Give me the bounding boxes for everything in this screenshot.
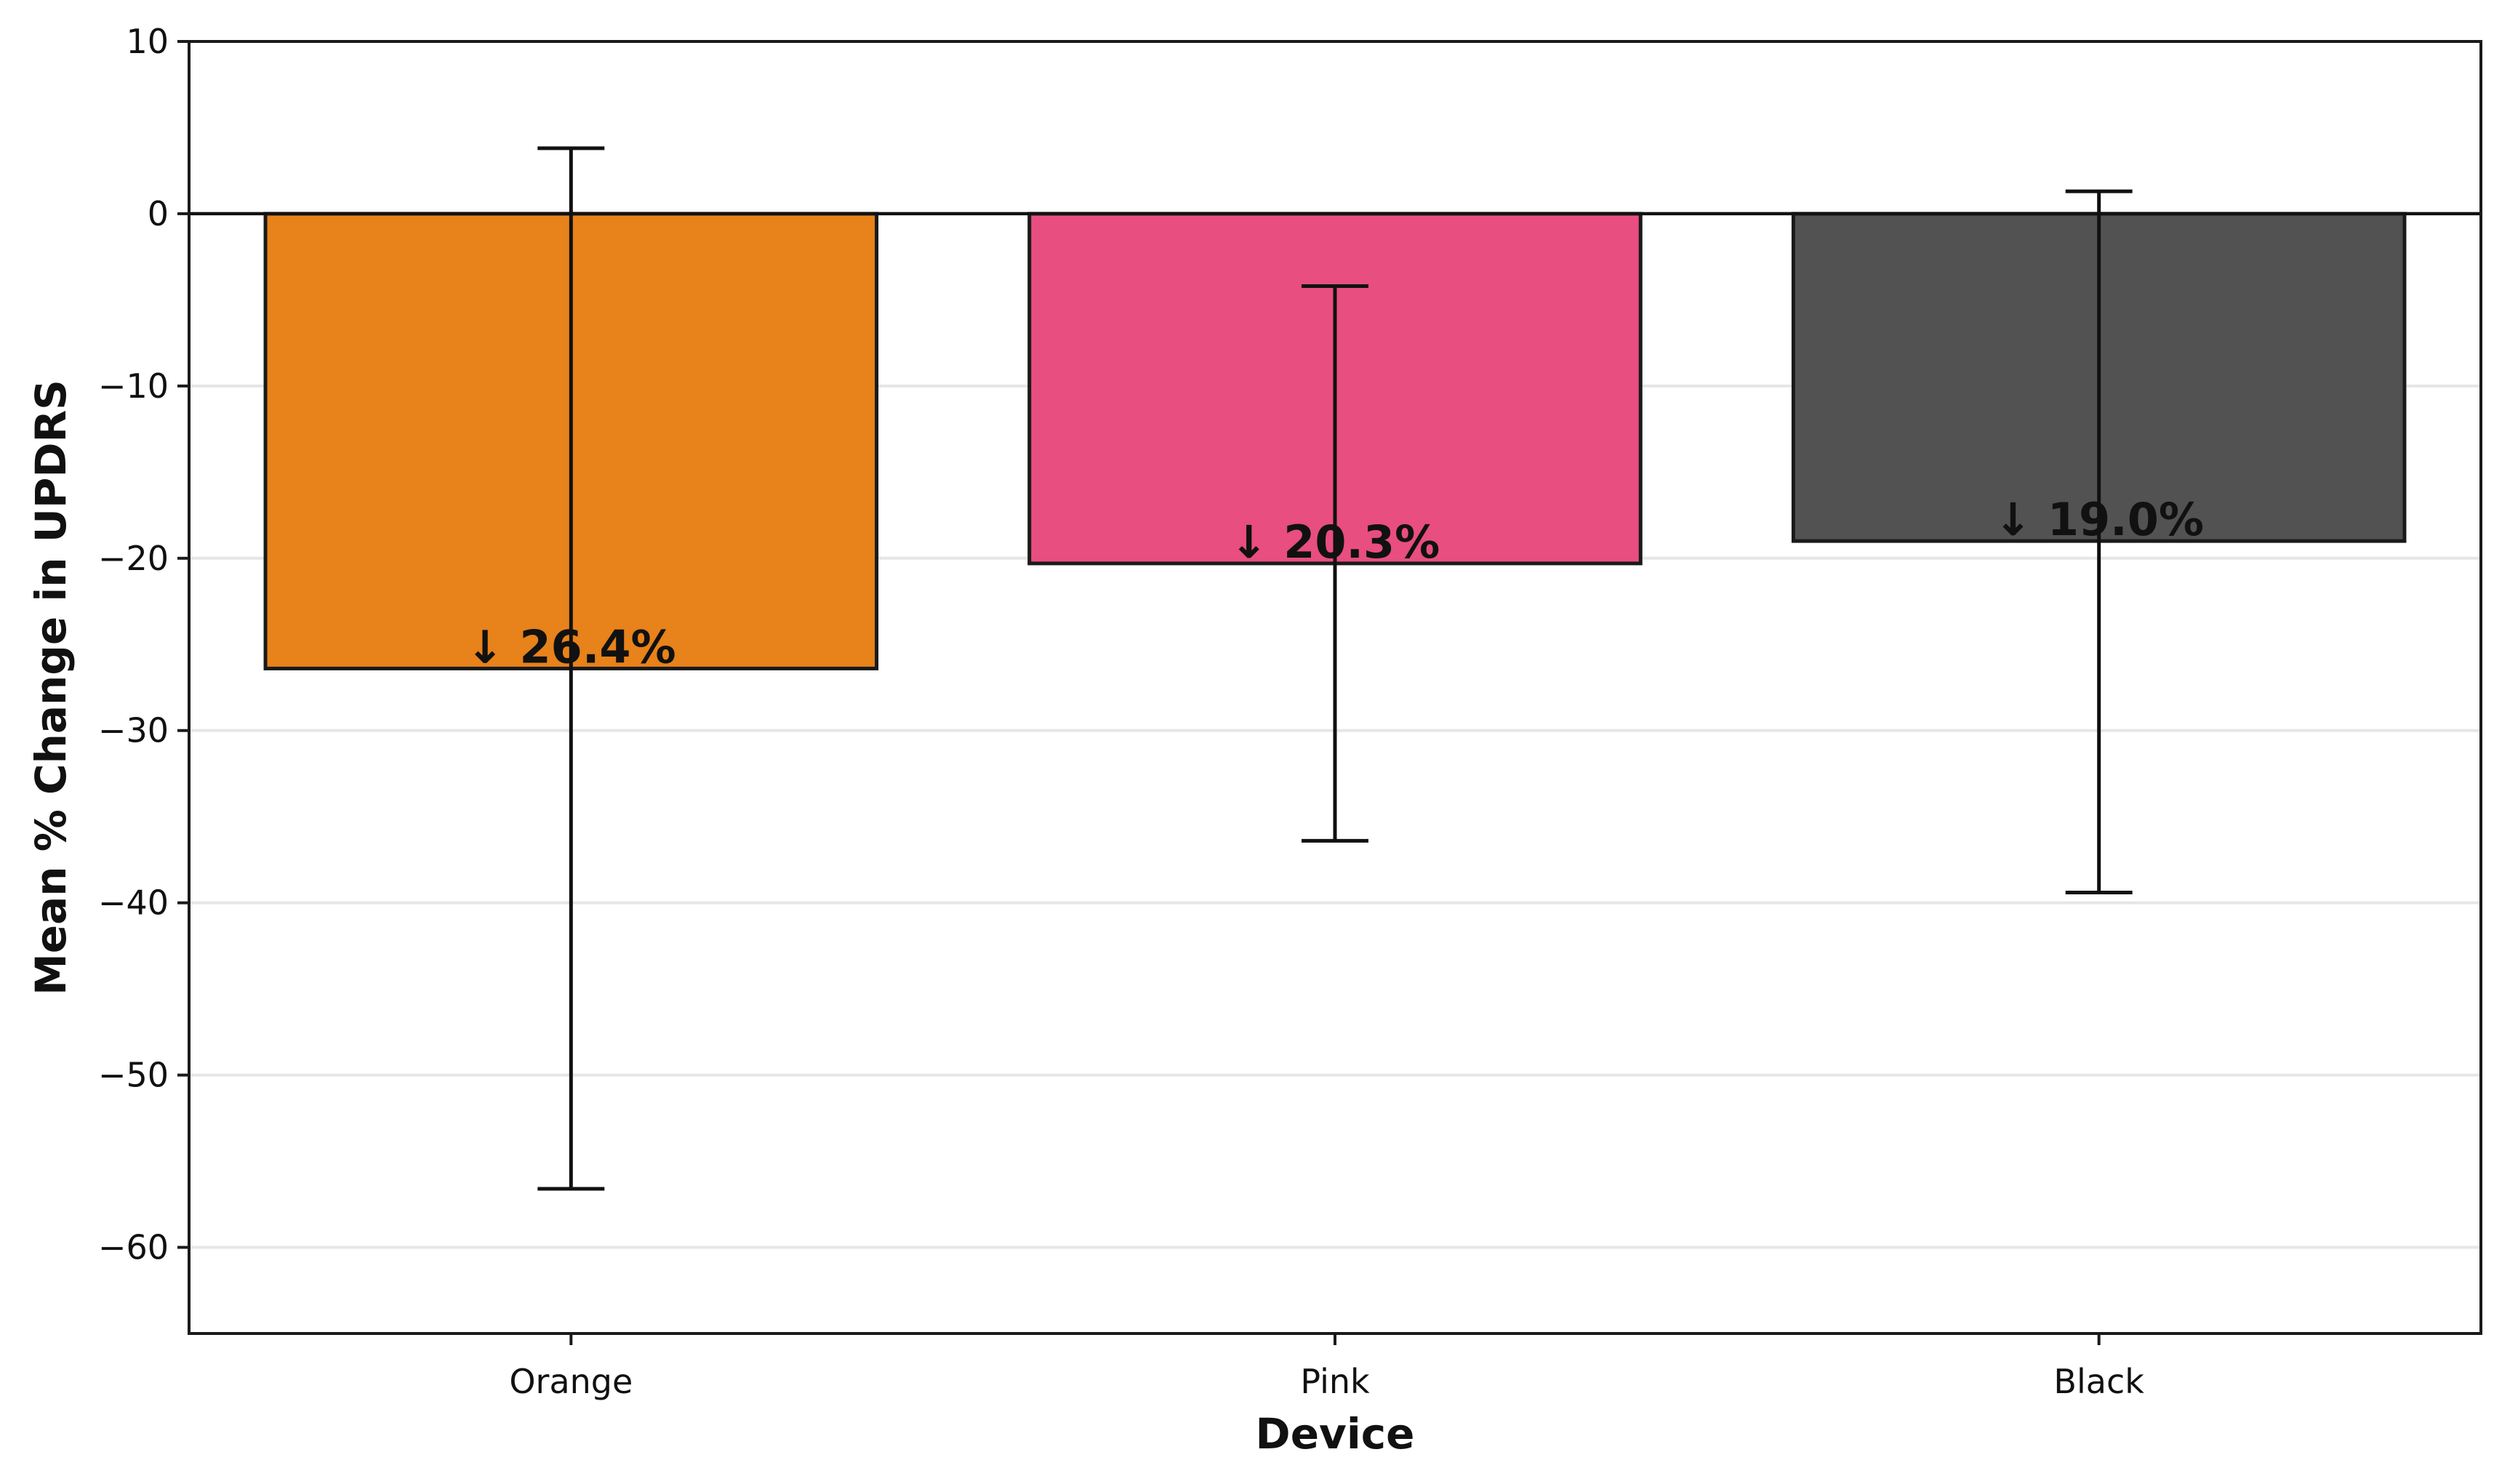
value-label-pink: ↓ 20.3% (1230, 516, 1440, 569)
y-tick-label: −10 (98, 366, 169, 406)
x-axis-ticks: Orange Pink Black (509, 1333, 2144, 1401)
error-bars (537, 146, 2133, 1191)
y-tick-label: −40 (98, 883, 169, 923)
x-axis-title: Device (1256, 1409, 1415, 1459)
value-label-black: ↓ 19.0% (1994, 493, 2204, 546)
y-tick-label: −60 (98, 1228, 169, 1267)
x-tick-label: Pink (1300, 1362, 1370, 1401)
y-tick-label: −20 (98, 539, 169, 578)
x-tick-label: Black (2053, 1362, 2144, 1401)
y-tick-label: 10 (126, 22, 169, 61)
y-tick-label: −30 (98, 711, 169, 750)
y-axis-title: Mean % Change in UPDRS (26, 380, 76, 995)
y-axis-ticks: 10 0 −10 −20 −30 −40 −50 −60 (98, 22, 189, 1267)
value-label-orange: ↓ 26.4% (466, 620, 676, 673)
x-tick-label: Orange (509, 1362, 633, 1401)
y-tick-label: 0 (148, 194, 169, 233)
value-labels: ↓ 26.4% ↓ 20.3% ↓ 19.0% (466, 493, 2204, 673)
y-tick-label: −50 (98, 1056, 169, 1095)
